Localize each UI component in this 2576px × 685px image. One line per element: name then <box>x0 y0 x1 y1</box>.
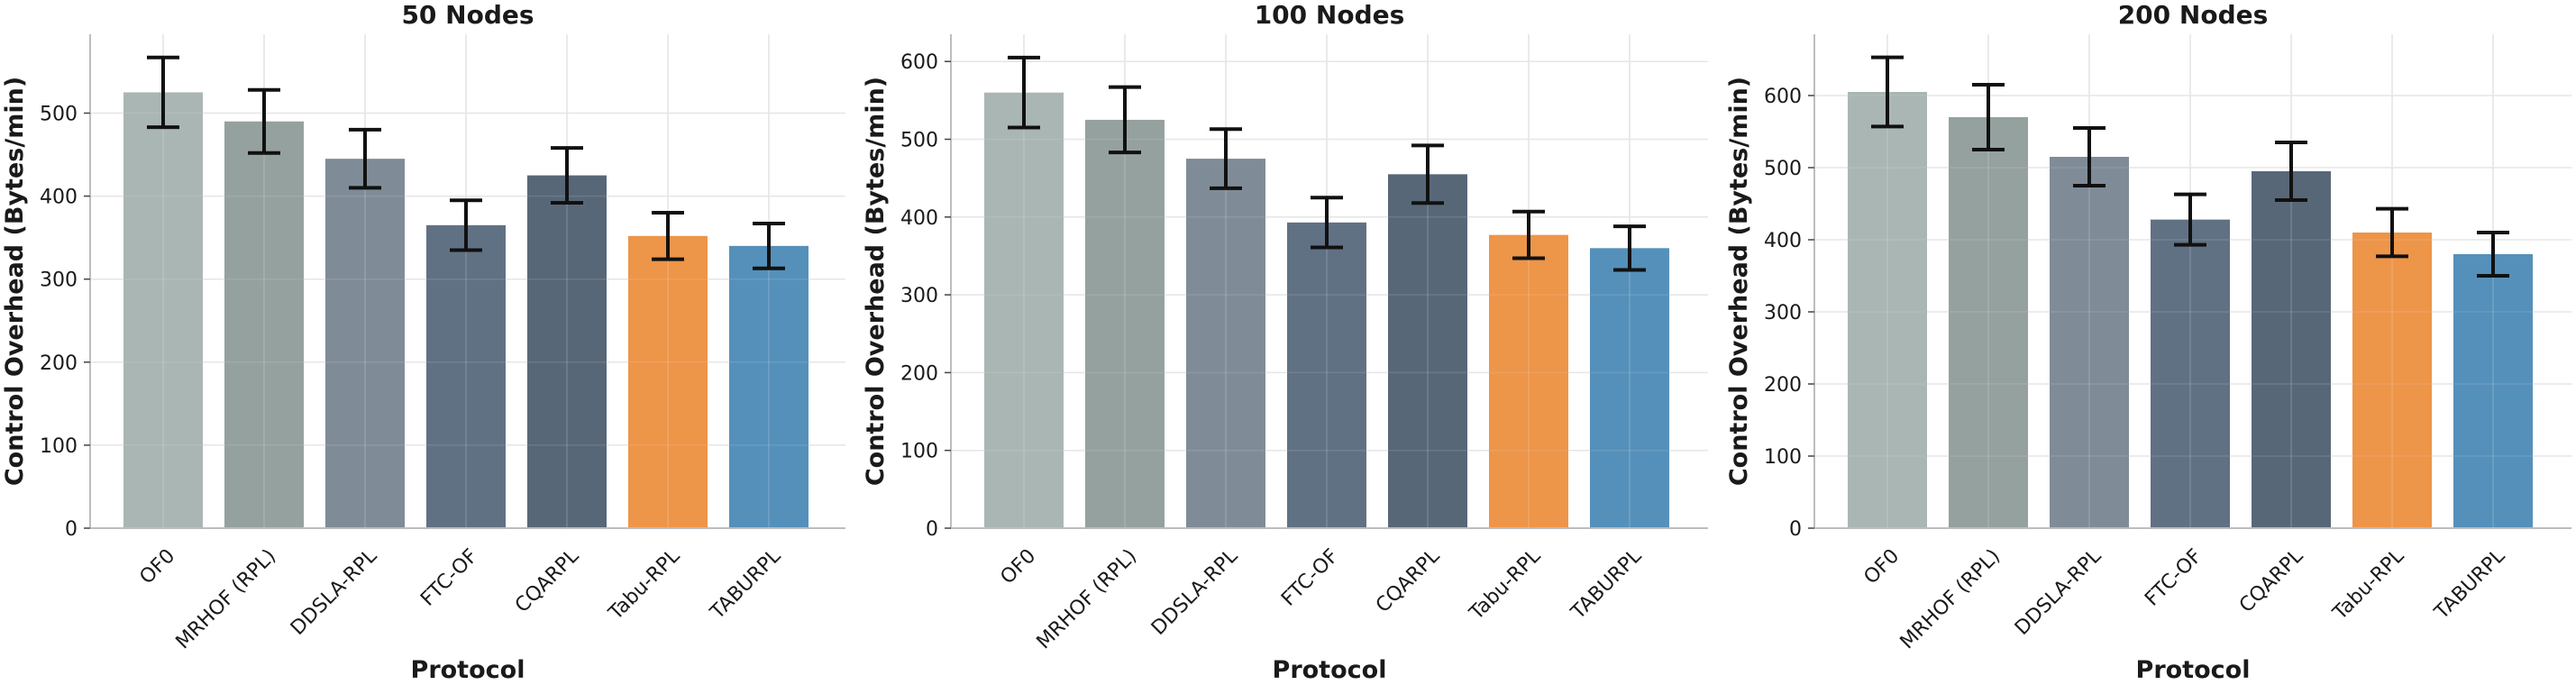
x-tick-label: FTC-OF <box>1277 545 1343 611</box>
y-tick-label: 600 <box>1764 86 1802 108</box>
bar-tabu-rpl <box>628 235 708 528</box>
x-tick-label: OF0 <box>135 545 179 589</box>
y-tick-label: 400 <box>1764 230 1802 252</box>
y-tick-label: 300 <box>1764 302 1802 324</box>
bar-cqarpl <box>2252 171 2331 528</box>
bar-tabu-rpl <box>1489 234 1568 528</box>
bar-of0 <box>123 92 203 529</box>
y-axis-label: Control Overhead (Bytes/min) <box>1725 77 1753 486</box>
x-axis-label: Protocol <box>411 656 525 681</box>
bar-taburpl <box>729 245 808 528</box>
x-tick-label: CQARPL <box>511 544 584 617</box>
x-tick-label: FTC-OF <box>2141 545 2206 611</box>
x-tick-label: MRHOF (RPL) <box>1033 545 1142 654</box>
x-tick-label: TABURPL <box>1567 544 1647 625</box>
y-tick-label: 0 <box>65 518 78 541</box>
y-tick-label: 200 <box>900 362 938 385</box>
x-tick-label: TABURPL <box>706 544 786 625</box>
bar-mrhof-rpl- <box>224 121 304 529</box>
bar-taburpl <box>1590 248 1669 528</box>
x-tick-label: MRHOF (RPL) <box>172 545 281 654</box>
x-tick-label: Tabu-RPL <box>604 544 685 626</box>
x-tick-label: OF0 <box>996 545 1040 589</box>
bar-tabu-rpl <box>2352 233 2432 528</box>
y-axis-label: Control Overhead (Bytes/min) <box>1 77 29 486</box>
bar-mrhof-rpl- <box>1949 117 2028 528</box>
x-axis-label: Protocol <box>2136 656 2251 681</box>
bar-ddsla-rpl <box>325 159 405 529</box>
x-axis-label: Protocol <box>1273 656 1387 681</box>
bar-cqarpl <box>527 175 607 529</box>
bar-mrhof-rpl- <box>1085 119 1165 528</box>
y-tick-label: 100 <box>900 441 938 463</box>
chart-title: 100 Nodes <box>1255 0 1405 30</box>
y-tick-label: 300 <box>40 269 78 292</box>
chart-title: 200 Nodes <box>2118 0 2269 30</box>
x-tick-label: OF0 <box>1859 545 1904 589</box>
x-tick-label: CQARPL <box>2235 544 2308 617</box>
x-tick-label: DDSLA-RPL <box>2011 544 2106 640</box>
chart-title: 50 Nodes <box>401 0 534 30</box>
y-tick-label: 500 <box>1764 158 1802 180</box>
bar-of0 <box>1848 92 1927 528</box>
bar-ftc-of <box>426 224 506 528</box>
y-tick-label: 500 <box>40 103 78 125</box>
bar-ftc-of <box>2151 219 2230 528</box>
bar-cqarpl <box>1388 174 1467 529</box>
y-tick-label: 300 <box>900 285 938 307</box>
x-tick-label: Tabu-RPL <box>1465 544 1546 626</box>
bar-taburpl <box>2453 254 2533 528</box>
y-tick-label: 0 <box>1789 518 1802 541</box>
y-tick-label: 200 <box>40 352 78 375</box>
bar-ftc-of <box>1287 222 1366 528</box>
x-tick-label: CQARPL <box>1372 544 1445 617</box>
x-tick-label: MRHOF (RPL) <box>1896 545 2005 654</box>
bar-of0 <box>984 92 1064 528</box>
y-tick-label: 600 <box>900 51 938 74</box>
x-tick-label: DDSLA-RPL <box>287 544 382 640</box>
x-tick-label: Tabu-RPL <box>2328 544 2409 626</box>
y-tick-label: 400 <box>40 187 78 209</box>
y-axis-label: Control Overhead (Bytes/min) <box>862 77 890 486</box>
bar-ddsla-rpl <box>2050 157 2129 528</box>
x-tick-label: FTC-OF <box>416 545 482 611</box>
y-tick-label: 100 <box>40 435 78 458</box>
y-tick-label: 400 <box>900 207 938 230</box>
x-tick-label: DDSLA-RPL <box>1147 544 1243 640</box>
x-tick-label: TABURPL <box>2430 544 2510 625</box>
y-tick-label: 200 <box>1764 374 1802 397</box>
bar-ddsla-rpl <box>1186 159 1265 528</box>
y-tick-label: 500 <box>900 130 938 152</box>
y-tick-label: 100 <box>1764 446 1802 469</box>
y-tick-label: 0 <box>926 518 938 541</box>
